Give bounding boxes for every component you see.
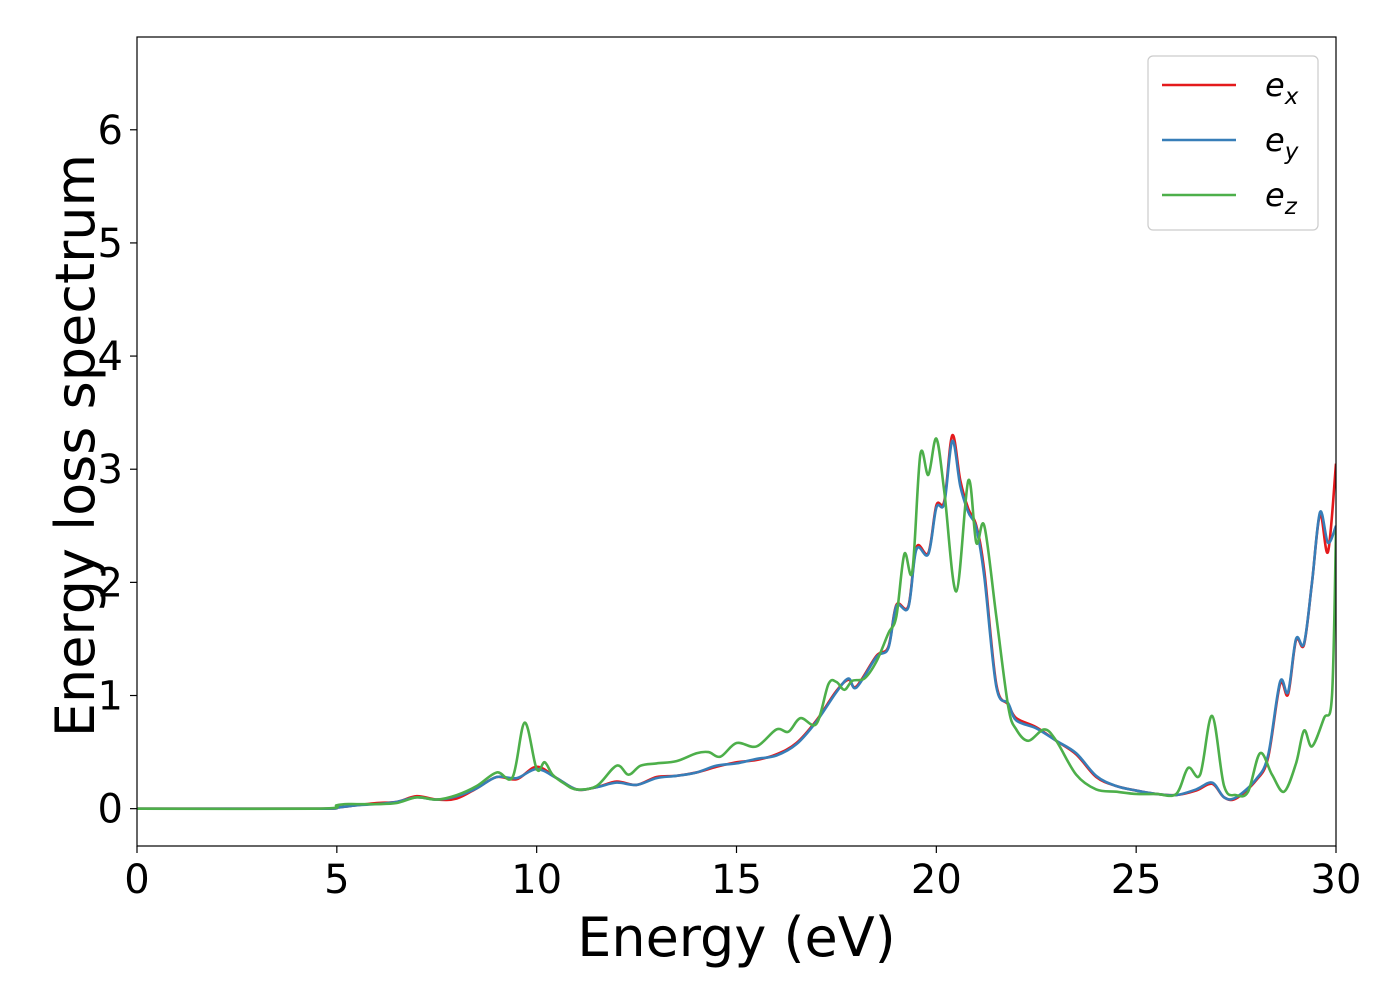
series-line-e-y (137, 439, 1336, 811)
y-tick-label: 6 (98, 108, 123, 154)
legend: ex ey ez (1147, 55, 1319, 231)
y-axis-ticks: 0 1 2 3 4 5 6 (98, 108, 137, 833)
legend-label-e-y: ey (1265, 121, 1299, 165)
x-tick-label: 30 (1311, 857, 1362, 903)
series-line-e-z (137, 437, 1336, 811)
legend-label-e-z: ez (1265, 176, 1298, 220)
x-tick-label: 25 (1111, 857, 1162, 903)
y-tick-label: 0 (98, 787, 123, 833)
y-tick-label: 5 (98, 221, 123, 267)
series-line-e-x (137, 433, 1336, 811)
x-tick-label: 0 (124, 857, 149, 903)
x-axis-label: Energy (eV) (577, 906, 896, 969)
legend-box (1147, 55, 1319, 231)
x-tick-label: 5 (324, 857, 349, 903)
legend-label-e-x: ex (1265, 66, 1299, 110)
y-tick-label: 1 (98, 674, 123, 720)
series-layer (137, 433, 1336, 811)
x-tick-label: 20 (911, 857, 962, 903)
y-tick-label: 2 (98, 560, 123, 606)
x-tick-label: 10 (511, 857, 562, 903)
y-tick-label: 3 (98, 447, 123, 493)
x-axis-ticks: 0 5 10 15 20 25 30 (124, 846, 1361, 903)
y-tick-label: 4 (98, 334, 123, 380)
y-axis-label: Energy loss spectrum (44, 154, 107, 737)
x-tick-label: 15 (711, 857, 762, 903)
